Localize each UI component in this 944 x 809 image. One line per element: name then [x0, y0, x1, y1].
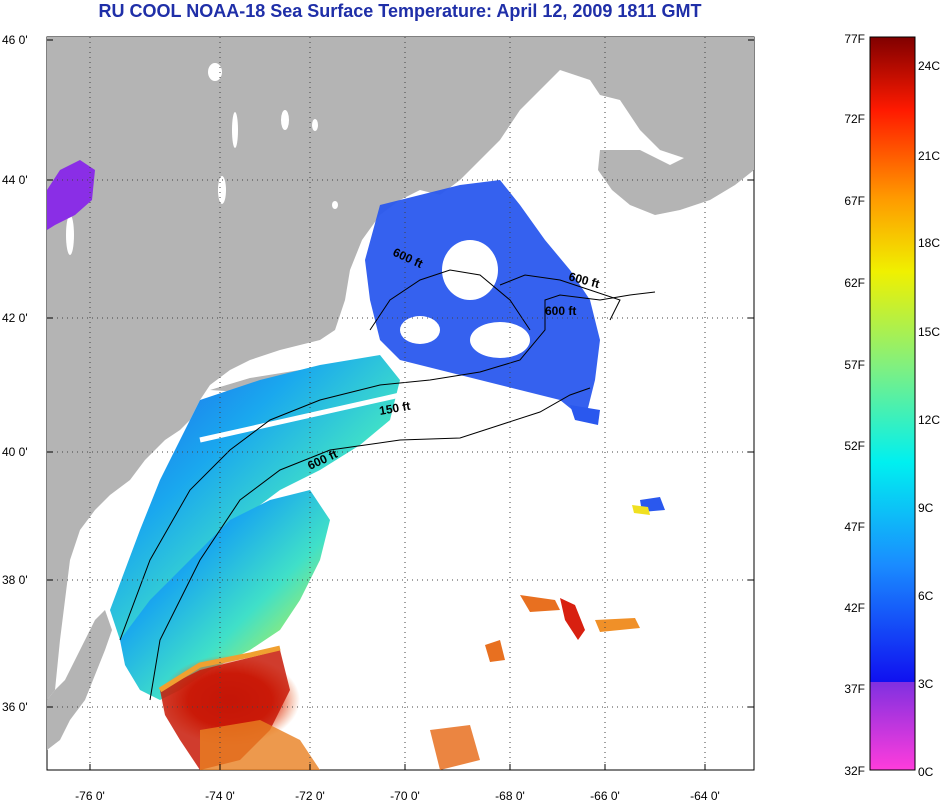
lon-label: -76 0': [75, 789, 105, 803]
c-label: 12C: [918, 413, 940, 427]
c-label: 3C: [918, 677, 934, 691]
c-label: 0C: [918, 765, 934, 779]
lat-label: 46 0': [2, 33, 28, 47]
map-title: RU COOL NOAA-18 Sea Surface Temperature:…: [98, 1, 702, 21]
lon-label: -70 0': [390, 789, 420, 803]
land-new-england: [47, 37, 754, 700]
f-label: 42F: [844, 601, 865, 615]
scan-gap: [199, 392, 401, 443]
graticule: [47, 37, 754, 770]
lat-label: 42 0': [2, 311, 28, 325]
contour-label: 600 ft: [545, 304, 576, 318]
f-label: 57F: [844, 358, 865, 372]
lat-label: 38 0': [2, 573, 28, 587]
c-label: 18C: [918, 236, 940, 250]
gulf-stream-edge: [158, 645, 281, 693]
f-label: 77F: [844, 32, 865, 46]
gulf-gaps: [400, 240, 530, 358]
f-label: 72F: [844, 112, 865, 126]
lon-label: -66 0': [590, 789, 620, 803]
f-label: 62F: [844, 276, 865, 290]
f-label: 37F: [844, 682, 865, 696]
lat-label: 40 0': [2, 445, 28, 459]
land-delmarva: [47, 610, 112, 750]
gulf-of-maine-sst: [365, 180, 600, 420]
color-bar: [869, 36, 916, 771]
contour-label: 150 ft: [378, 399, 411, 418]
lon-label: -74 0': [205, 789, 235, 803]
f-label: 47F: [844, 520, 865, 534]
eddy-patches: [430, 405, 665, 770]
lat-label: 36 0': [2, 700, 28, 714]
lon-label: -72 0': [295, 789, 325, 803]
lon-label: -68 0': [495, 789, 525, 803]
c-label: 9C: [918, 501, 934, 515]
f-label: 52F: [844, 439, 865, 453]
c-label: 6C: [918, 589, 934, 603]
f-label: 67F: [844, 194, 865, 208]
lon-label: -64 0': [690, 789, 720, 803]
colorbar-f-labels: 77F 72F 67F 62F 57F 52F 47F 42F 37F 32F: [844, 32, 865, 778]
shelf-sst-south: [120, 490, 330, 700]
orange-south: [200, 720, 320, 770]
colorbar-c-labels: 24C 21C 18C 15C 12C 9C 6C 3C 0C: [918, 59, 940, 779]
c-label: 15C: [918, 325, 940, 339]
frame-ticks: [47, 39, 754, 770]
latitude-labels: 46 0' 44 0' 42 0' 40 0' 38 0' 36 0': [2, 33, 28, 714]
c-label: 24C: [918, 59, 940, 73]
lake-patch-cold: [47, 160, 95, 230]
land-layer: [47, 37, 754, 750]
c-label: 21C: [918, 149, 940, 163]
lat-label: 44 0': [2, 173, 28, 187]
f-label: 32F: [844, 764, 865, 778]
land-nova-scotia: [598, 118, 754, 215]
longitude-labels: -76 0' -74 0' -72 0' -70 0' -68 0' -66 0…: [75, 789, 720, 803]
bathymetry-contours: [119, 269, 656, 701]
